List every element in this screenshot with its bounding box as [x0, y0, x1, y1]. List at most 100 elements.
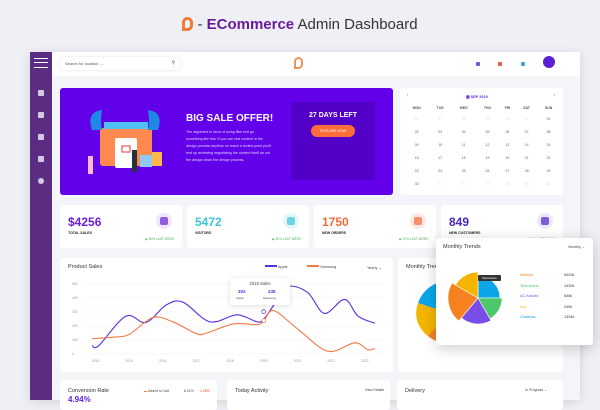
calendar-day[interactable]: 05 — [485, 129, 490, 134]
dashboard-icon[interactable] — [38, 90, 44, 96]
calendar-day[interactable]: 13 — [505, 142, 510, 147]
calendar-day[interactable]: 29 — [485, 116, 490, 121]
calendar-day[interactable]: 17 — [438, 155, 443, 160]
calendar-day[interactable]: 01 — [438, 181, 443, 186]
delivery-status-dropdown[interactable]: In Progress ⌄ — [525, 388, 547, 392]
calendar-day[interactable]: 09 — [414, 142, 419, 147]
calendar-day[interactable]: 03 — [485, 181, 490, 186]
countdown-panel: 27 DAYS LEFT Using real content during d… — [291, 102, 507, 180]
stat-card: $4256 TOTAL SALES ◉ 40% LAST WEEK — [60, 205, 182, 248]
calendar-day[interactable]: 08 — [546, 129, 551, 134]
calendar-day[interactable]: 24 — [438, 168, 443, 173]
calendar-day[interactable]: 07 — [524, 129, 529, 134]
calendar-day[interactable]: 30 — [505, 116, 510, 121]
monthly-trends-pie — [447, 271, 503, 325]
calendar-day[interactable]: 18 — [461, 155, 466, 160]
calendar-day[interactable]: 19 — [485, 155, 490, 160]
calendar-day[interactable]: 05 — [524, 181, 529, 186]
calendar-day[interactable]: 28 — [524, 168, 529, 173]
y-tick-label: 400 — [72, 296, 78, 300]
search-input[interactable]: Search for location .... ⚲ — [60, 57, 180, 70]
monthly-dropdown[interactable]: Monthly ⌄ — [568, 245, 585, 249]
calendar-day[interactable]: 23 — [414, 168, 419, 173]
sidebar — [30, 52, 52, 400]
prev-month-icon[interactable]: ‹ — [407, 93, 409, 97]
calendar-day[interactable]: 12 — [485, 142, 490, 147]
explore-now-button[interactable]: EXPLORE NOW — [310, 125, 356, 137]
x-tick-label: 2017 — [193, 359, 201, 363]
calendar-day[interactable]: 03 — [438, 129, 443, 134]
legend-apple: Apple — [265, 265, 288, 269]
mail-icon[interactable] — [498, 62, 502, 66]
stat-change: ◉ 40% LAST WEEK — [144, 237, 174, 241]
stat-value: 1750 — [322, 215, 349, 229]
stat-change: ◉ 70% LAST WEEK — [398, 237, 428, 241]
x-tick-label: 2015 — [125, 359, 133, 363]
y-tick-label: 0 — [72, 352, 74, 356]
calendar-day[interactable]: 11 — [461, 142, 466, 147]
notification-icon[interactable] — [476, 62, 480, 66]
pie-tooltip: Televisions — [478, 275, 501, 281]
stat-card: 1750 NEW ORDERS ◉ 70% LAST WEEK — [314, 205, 436, 248]
settings-icon[interactable] — [521, 62, 525, 66]
calendar-day[interactable]: 04 — [505, 181, 510, 186]
calendar-day[interactable]: 25 — [461, 168, 466, 173]
calendar-day[interactable]: 06 — [505, 129, 510, 134]
calendar: ‹ › ▦ SEP 2019 MON TUE WED THU FRI SAT SUN 26 27… — [400, 88, 563, 195]
avatar[interactable] — [543, 56, 555, 68]
calendar-day[interactable]: 20 — [505, 155, 510, 160]
weekday-label: SAT — [523, 106, 530, 110]
weekday-label: TUE — [436, 106, 444, 110]
y-tick-label: 100 — [72, 338, 78, 342]
x-tick-label: 2019 — [260, 359, 268, 363]
search-icon[interactable]: ⚲ — [171, 60, 175, 66]
brand-logo-icon — [294, 57, 303, 69]
calendar-day[interactable]: 26 — [485, 168, 490, 173]
legend-samsung: Samsung — [307, 265, 336, 269]
series-line-samsung — [92, 309, 376, 353]
user-icon[interactable] — [38, 112, 44, 118]
sale-banner: BIG SALE OFFER! The argument in favor of… — [60, 88, 507, 195]
box-icon — [410, 213, 426, 229]
stat-label: NEW ORDERS — [322, 231, 347, 235]
calendar-day[interactable]: 02 — [414, 129, 419, 134]
y-tick-label: 300 — [72, 310, 78, 314]
pie-slice[interactable] — [455, 271, 479, 299]
gallery-icon[interactable] — [38, 156, 44, 162]
stat-label: VISITORS — [195, 231, 212, 235]
y-tick-label: 200 — [72, 324, 78, 328]
calendar-day[interactable]: 31 — [524, 116, 529, 121]
calendar-day[interactable]: 02 — [461, 181, 466, 186]
calendar-day[interactable]: 26 — [414, 116, 419, 121]
apple-point — [261, 309, 267, 315]
calendar-day[interactable]: 21 — [524, 155, 529, 160]
x-tick-label: 2014 — [92, 359, 100, 363]
next-month-icon[interactable]: › — [553, 93, 555, 97]
calendar-day[interactable]: 28 — [461, 116, 466, 121]
menu-icon[interactable] — [34, 58, 48, 68]
banner-text: The argument in favor of using filler te… — [186, 130, 271, 162]
pie-slice[interactable] — [447, 282, 479, 322]
calendar-day[interactable]: 29 — [546, 168, 551, 173]
calendar-day[interactable]: 30 — [414, 181, 419, 186]
calendar-day[interactable]: 06 — [546, 181, 551, 186]
calendar-day[interactable]: 15 — [546, 142, 551, 147]
calendar-day[interactable]: 14 — [524, 142, 529, 147]
x-tick-label: 2020 — [294, 359, 302, 363]
calendar-icon[interactable] — [38, 134, 44, 140]
gear-icon[interactable] — [38, 178, 44, 184]
stat-label: TOTAL SALES — [68, 231, 92, 235]
weekday-label: MON — [412, 106, 421, 110]
calendar-day[interactable]: 04 — [461, 129, 466, 134]
calendar-day[interactable]: 27 — [505, 168, 510, 173]
calendar-day[interactable]: 16 — [414, 155, 419, 160]
view-details-link[interactable]: View Details — [364, 388, 384, 392]
calendar-day[interactable]: 10 — [438, 142, 443, 147]
calendar-day[interactable]: 22 — [546, 155, 551, 160]
calendar-day[interactable]: 01 — [546, 116, 551, 121]
calendar-day[interactable]: 27 — [438, 116, 443, 121]
stat-value: 849 — [449, 215, 470, 229]
stat-value: 5472 — [195, 215, 222, 229]
stat-card: 5472 VISITORS ◉ 30% LAST WEEK — [187, 205, 309, 248]
period-dropdown[interactable]: Yearly ⌄ — [367, 266, 382, 270]
